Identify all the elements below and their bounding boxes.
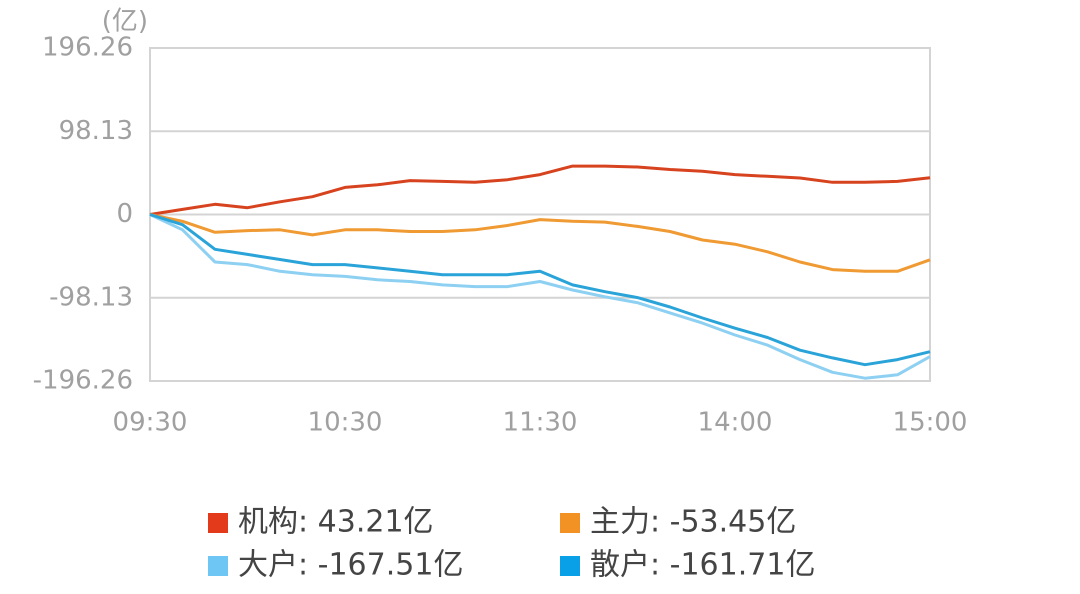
x-tick-label: 09:30 [113, 408, 188, 438]
y-tick-label: -98.13 [49, 282, 133, 312]
legend-swatch [560, 556, 580, 576]
series-line [149, 213, 931, 380]
y-tick-label: 0 [116, 199, 133, 229]
x-tick-label: 10:30 [308, 408, 383, 438]
series-line [149, 213, 931, 273]
legend-label: 散户: -161.71亿 [590, 548, 815, 583]
legend-swatch [208, 513, 228, 533]
y-tick-label: -196.26 [33, 366, 133, 396]
series-line [149, 164, 931, 216]
y-tick-label: 196.26 [42, 33, 133, 63]
legend-label: 机构: 43.21亿 [238, 505, 434, 540]
y-unit: (亿) [102, 7, 148, 37]
legend-label: 主力: -53.45亿 [590, 505, 796, 540]
x-tick-label: 11:30 [503, 408, 578, 438]
legend-swatch [208, 556, 228, 576]
y-tick-label: 98.13 [59, 116, 133, 146]
legend-label: 大户: -167.51亿 [238, 548, 463, 583]
x-tick-label: 14:00 [698, 408, 773, 438]
legend-swatch [560, 513, 580, 533]
x-tick-label: 15:00 [893, 408, 968, 438]
series-line [149, 213, 931, 367]
